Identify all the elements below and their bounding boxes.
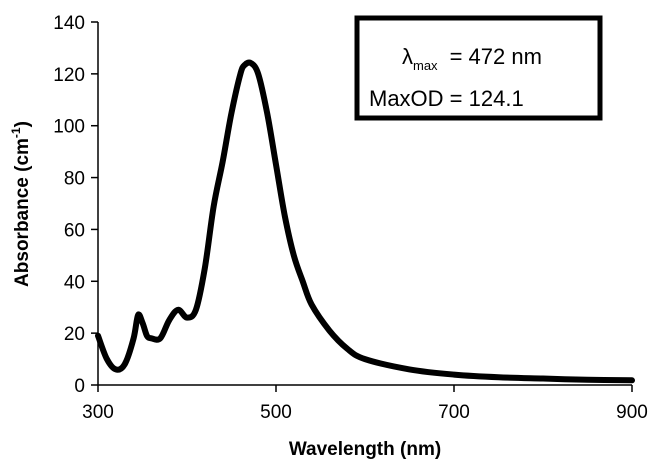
y-axis-title: Absorbance (cm-1) (9, 121, 33, 287)
max-od-label: MaxOD = 124.1 (369, 86, 524, 111)
y-ticks: 0 20 40 60 80 100 120 140 (53, 13, 98, 397)
y-axis-title-close: ) (12, 121, 33, 127)
annotation-box: λmax = 472 nm MaxOD = 124.1 (354, 15, 603, 121)
x-axis-title: Wavelength (nm) (289, 439, 441, 460)
lambda-max-value: = 472 nm (450, 44, 542, 69)
y-axis-title-main: Absorbance (cm (12, 138, 33, 287)
x-tick-label: 700 (438, 402, 470, 423)
y-tick-label: 80 (64, 169, 85, 190)
lambda-subscript: max (413, 58, 438, 73)
annotation-border (354, 15, 603, 121)
y-tick-label: 0 (74, 376, 85, 397)
lambda-symbol: λ (402, 44, 413, 69)
x-tick-label: 300 (82, 402, 114, 423)
x-ticks: 300 500 700 900 (82, 385, 648, 423)
x-tick-label: 900 (616, 402, 648, 423)
absorbance-curve (95, 59, 635, 384)
y-tick-label: 40 (64, 272, 85, 293)
y-tick-label: 100 (53, 117, 85, 138)
lambda-max-label: λmax = 472 nm (402, 44, 542, 73)
y-axis-title-superscript: -1 (9, 127, 23, 138)
x-tick-label: 500 (260, 402, 292, 423)
axes (97, 22, 632, 386)
y-tick-label: 20 (64, 324, 85, 345)
y-tick-label: 60 (64, 220, 85, 241)
y-tick-label: 120 (53, 65, 85, 86)
y-tick-label: 140 (53, 13, 85, 34)
